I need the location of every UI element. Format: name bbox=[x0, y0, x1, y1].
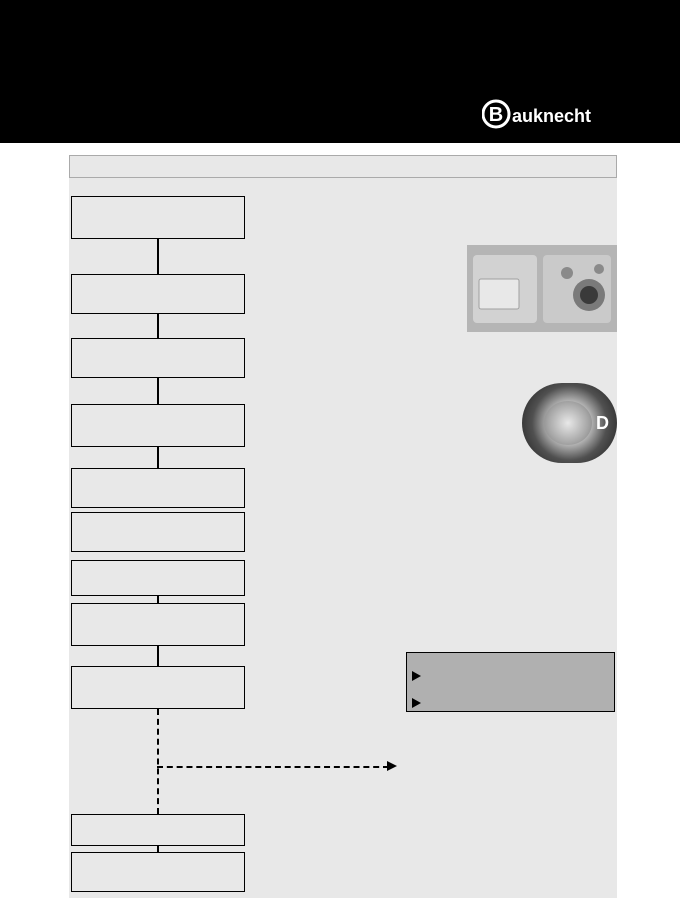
connector bbox=[157, 846, 159, 852]
arrow-right-icon bbox=[412, 698, 421, 708]
dashed-arrow-head-icon bbox=[387, 761, 397, 771]
dial-inner bbox=[544, 401, 592, 445]
connector bbox=[157, 314, 159, 338]
flowchart-area: D bbox=[69, 178, 617, 898]
page-header: B auknecht bbox=[0, 0, 680, 143]
dial-label: D bbox=[596, 413, 609, 434]
connector bbox=[157, 378, 159, 404]
brand-logo: B auknecht bbox=[482, 98, 612, 130]
connector bbox=[157, 239, 159, 274]
dashed-connector-h bbox=[157, 766, 389, 768]
flow-step-6 bbox=[71, 512, 245, 552]
connector bbox=[157, 596, 159, 603]
flow-step-5 bbox=[71, 468, 245, 508]
dashed-connector-v bbox=[157, 709, 159, 814]
flow-step-2 bbox=[71, 274, 245, 314]
component-photo-1 bbox=[467, 245, 617, 332]
callout-box bbox=[406, 652, 615, 712]
content-area: D bbox=[69, 155, 617, 898]
flow-step-11 bbox=[71, 852, 245, 892]
flow-step-7 bbox=[71, 560, 245, 596]
connector bbox=[157, 646, 159, 666]
flow-step-9 bbox=[71, 666, 245, 709]
brand-text: auknecht bbox=[512, 106, 591, 126]
flow-step-10 bbox=[71, 814, 245, 846]
connector bbox=[157, 447, 159, 468]
svg-text:B: B bbox=[489, 104, 503, 126]
flow-step-1 bbox=[71, 196, 245, 239]
flow-step-3 bbox=[71, 338, 245, 378]
flow-step-4 bbox=[71, 404, 245, 447]
component-photo-2: D bbox=[522, 383, 617, 463]
arrow-right-icon bbox=[412, 671, 421, 681]
title-bar bbox=[69, 155, 617, 178]
flow-step-8 bbox=[71, 603, 245, 646]
